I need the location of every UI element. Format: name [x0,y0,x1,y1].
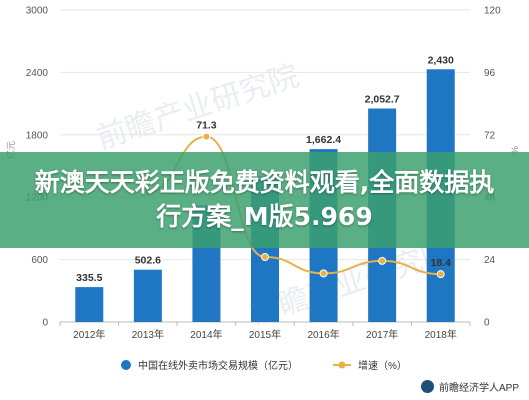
bar-data-label: 502.6 [135,255,161,267]
line-point [261,253,269,261]
line-point [436,270,445,279]
source-credit: 前瞻经济学人APP [420,379,519,394]
banner-title: 新澳天天彩正版免费资料观看,全面数据执行方案_M版5.969 [34,168,495,231]
bar-data-label: 1,662.4 [306,134,341,146]
x-tick-label: 2016年 [307,328,339,341]
x-tick-label: 2013年 [132,328,164,341]
left-tick-label: 0 [42,318,48,329]
x-tick-label: 2015年 [249,328,281,341]
line-point [202,132,211,141]
x-tick-label: 2012年 [73,328,105,341]
legend-bar-label: 中国在线外卖市场交易规模（亿元） [138,359,298,372]
bar-data-label: 2,430 [428,54,454,66]
left-axis-unit: 亿元 [5,141,16,159]
line-data-label: 71.3 [196,120,217,132]
right-tick-label: 24 [484,255,496,266]
overlay-banner: 新澳天天彩正版免费资料观看,全面数据执行方案_M版5.969 [0,152,529,248]
x-axis-ticks: 2012年 2013年 2014年 2015年 2016年 2017年 2018年 [59,322,471,341]
left-tick-label: 3000 [26,6,49,17]
x-tick-label: 2017年 [366,328,398,341]
left-tick-label: 1800 [26,130,49,141]
right-tick-label: 0 [484,318,490,329]
right-tick-label: 72 [484,130,496,141]
line-point [319,269,328,278]
legend-line-label: 增速（%） [358,359,407,372]
bar [133,269,162,322]
bar-data-label: 335.5 [76,272,102,284]
line-point [378,256,387,265]
legend-line-marker [338,361,346,369]
legend: 中国在线外卖市场交易规模（亿元） 增速（%） [121,359,407,372]
left-tick-label: 600 [31,255,48,266]
axis-unit-labels: 亿元% [5,141,520,159]
bar-data-label: 2,052.7 [365,94,400,106]
watermark-text: 前瞻产业研究院 [93,59,303,155]
x-tick-label: 2014年 [190,328,222,341]
line-data-label: 18.4 [430,257,451,269]
data-labels: 335.5 502.6 1,662.4 2,052.7 2,430 71.3 18.4 [76,54,454,284]
source-label: 前瞻经济学人APP [438,383,519,394]
x-tick-label: 2018年 [425,328,457,341]
brand-logo-icon [420,380,434,393]
right-tick-label: 120 [484,6,501,17]
right-axis-unit: % [510,146,520,154]
right-tick-label: 96 [484,68,496,79]
bar [75,287,104,322]
legend-bar-swatch [121,360,131,370]
left-tick-label: 2400 [26,68,49,79]
